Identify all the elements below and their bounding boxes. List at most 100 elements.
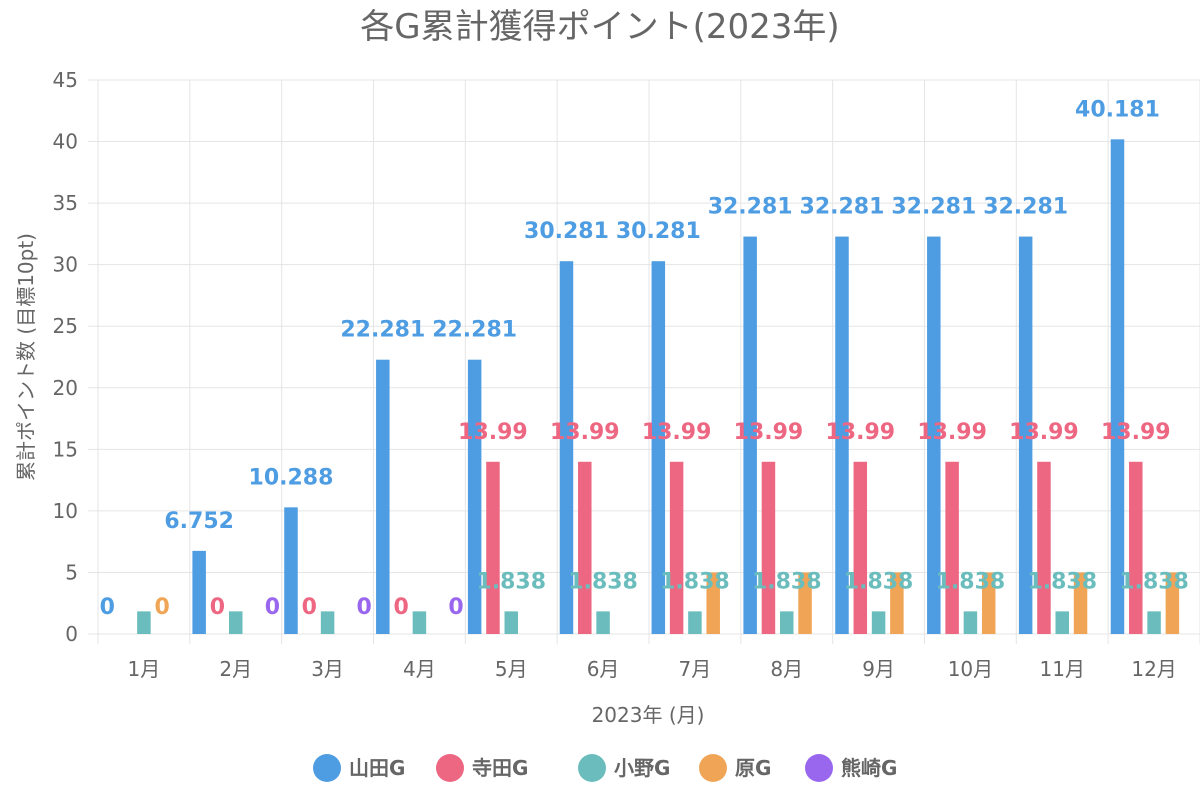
legend-item-熊崎G: 熊崎G (805, 754, 897, 782)
y-tick-30: 30 (53, 253, 78, 277)
legend: 山田G 寺田G 小野G 原G 熊崎G (313, 754, 897, 782)
data-label-原G-1月: 0 (155, 595, 170, 620)
bar-原G-9月 (890, 572, 904, 634)
x-tick-4: 4月 (403, 657, 436, 681)
data-label-山田G-1月: 0 (100, 595, 115, 620)
y-tick-5: 5 (65, 560, 78, 584)
legend-marker-寺田G (436, 754, 464, 782)
bar-山田G-7月 (651, 261, 666, 634)
x-axis-title: 2023年 (月) (592, 703, 705, 727)
data-label-小野G-10月: 1.838 (936, 569, 1006, 594)
bar-山田G-5月 (467, 359, 482, 634)
x-tick-10: 10月 (948, 657, 993, 681)
y-tick-0: 0 (65, 622, 78, 646)
data-label-寺田G-9月: 13.99 (825, 420, 895, 445)
bar-小野G-3月 (320, 611, 335, 634)
data-label-山田G-8月: 32.281 (708, 195, 793, 220)
bar-寺田G-9月 (853, 461, 868, 634)
legend-item-原G: 原G (699, 754, 771, 782)
bar-原G-12月 (1165, 572, 1180, 634)
x-tick-12: 12月 (1131, 657, 1176, 681)
bar-原G-10月 (981, 572, 996, 634)
bar-寺田G-5月 (486, 461, 500, 634)
y-tick-35: 35 (53, 191, 78, 215)
data-label-寺田G-11月: 13.99 (1009, 420, 1079, 445)
data-label-山田G-5月: 22.281 (432, 318, 517, 343)
x-tick-7: 7月 (679, 657, 712, 681)
data-label-熊崎G-3月: 0 (357, 595, 372, 620)
data-label-寺田G-3月: 0 (302, 595, 317, 620)
bar-寺田G-7月 (669, 461, 684, 634)
legend-item-寺田G: 寺田G (436, 754, 528, 782)
y-tick-15: 15 (53, 437, 78, 461)
data-label-寺田G-6月: 13.99 (550, 420, 620, 445)
legend-marker-小野G (578, 754, 606, 782)
y-tick-40: 40 (53, 130, 78, 154)
bar-小野G-11月 (1055, 611, 1069, 634)
y-tick-45: 45 (53, 68, 78, 92)
bar-山田G-8月 (743, 236, 757, 634)
legend-label-小野G: 小野G (614, 756, 670, 780)
y-tick-25: 25 (53, 314, 78, 338)
bar-山田G-9月 (835, 236, 849, 634)
legend-label-原G: 原G (735, 756, 771, 780)
bar-原G-7月 (706, 572, 720, 634)
data-labels-layer: 0 6.752 10.288 22.281 22.281 30.281 30.281 32.2… (100, 97, 1189, 620)
data-label-小野G-9月: 1.838 (844, 569, 914, 594)
x-tick-3: 3月 (311, 657, 344, 681)
data-label-寺田G-12月: 13.99 (1101, 420, 1171, 445)
bar-小野G-8月 (780, 611, 794, 634)
bar-小野G-2月 (229, 611, 243, 634)
data-label-小野G-7月: 1.838 (660, 569, 730, 594)
bar-山田G-3月 (284, 507, 298, 634)
bar-小野G-12月 (1147, 611, 1161, 634)
data-label-寺田G-10月: 13.99 (917, 420, 987, 445)
legend-marker-熊崎G (805, 754, 833, 782)
legend-label-寺田G: 寺田G (472, 756, 528, 780)
bar-寺田G-10月 (945, 461, 959, 634)
data-label-小野G-5月: 1.838 (476, 569, 546, 594)
y-tick-10: 10 (53, 499, 78, 523)
bar-小野G-4月 (412, 611, 427, 634)
bar-山田G-11月 (1018, 236, 1033, 634)
x-tick-9: 9月 (862, 657, 895, 681)
data-label-小野G-11月: 1.838 (1027, 569, 1097, 594)
data-label-小野G-6月: 1.838 (568, 569, 638, 594)
legend-label-山田G: 山田G (349, 756, 405, 780)
x-tick-6: 6月 (587, 657, 620, 681)
data-label-山田G-12月: 40.181 (1075, 97, 1160, 122)
data-label-山田G-9月: 32.281 (800, 195, 885, 220)
data-label-寺田G-7月: 13.99 (642, 420, 712, 445)
data-label-小野G-8月: 1.838 (752, 569, 822, 594)
data-label-山田G-2月: 6.752 (164, 509, 234, 534)
bar-寺田G-12月 (1129, 461, 1143, 634)
data-label-寺田G-4月: 0 (393, 595, 408, 620)
bar-小野G-6月 (596, 611, 610, 634)
bar-山田G-10月 (927, 236, 941, 634)
y-axis-title: 累計ポイント数 (目標10pt) (14, 233, 38, 481)
grid-layer (88, 79, 1200, 644)
bar-小野G-1月 (137, 611, 151, 634)
y-tick-labels: 0 5 10 15 20 25 30 35 40 45 (53, 68, 78, 646)
data-label-山田G-4月: 22.281 (340, 318, 425, 343)
bar-山田G-12月 (1110, 139, 1125, 634)
x-tick-11: 11月 (1040, 657, 1085, 681)
x-tick-8: 8月 (770, 657, 803, 681)
legend-marker-山田G (313, 754, 341, 782)
data-label-寺田G-5月: 13.99 (458, 420, 528, 445)
x-tick-labels: 1月 2月 3月 4月 5月 6月 7月 8月 9月 10月 11月 12月 (128, 657, 1177, 681)
data-label-山田G-6月: 30.281 (524, 219, 609, 244)
data-label-山田G-7月: 30.281 (616, 219, 701, 244)
legend-marker-原G (699, 754, 727, 782)
bar-寺田G-11月 (1037, 461, 1051, 634)
bar-山田G-4月 (376, 359, 390, 634)
y-tick-20: 20 (53, 376, 78, 400)
x-tick-2: 2月 (219, 657, 252, 681)
bar-小野G-9月 (871, 611, 886, 634)
bar-寺田G-8月 (761, 461, 776, 634)
data-label-山田G-10月: 32.281 (891, 195, 976, 220)
data-label-寺田G-2月: 0 (210, 595, 225, 620)
legend-item-小野G: 小野G (578, 754, 670, 782)
